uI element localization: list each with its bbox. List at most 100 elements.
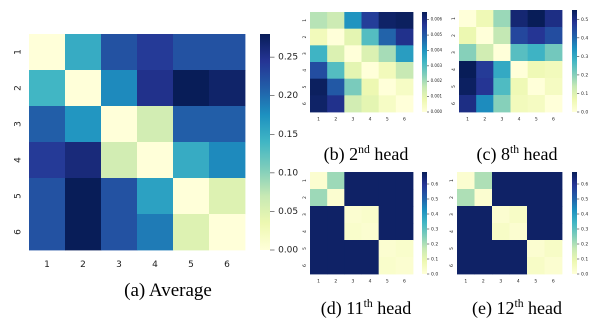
heatmap-cell-r6-c4 — [361, 257, 380, 275]
heatmap-cell-r3-c5 — [527, 206, 545, 224]
heatmap-cell-r5-c3 — [344, 240, 362, 258]
heatmap-cell-r4-c3 — [344, 223, 362, 241]
y-tick-label: 6 — [449, 264, 455, 267]
heatmap-cell-r6-c1 — [457, 257, 475, 275]
colorbar-tick-label: 0.1 — [581, 257, 588, 263]
heatmap-cell-r2-c1 — [457, 189, 475, 207]
heatmap-cell-r1-c2 — [65, 34, 102, 71]
heatmap-cell-r3-c1 — [310, 206, 328, 224]
y-tick-label: 1 — [302, 179, 308, 182]
x-tick-label: 5 — [534, 279, 537, 285]
heatmap-cell-r1-c2 — [474, 172, 493, 190]
colorbar-tick-label: 0.25 — [278, 53, 298, 63]
heatmap-cell-r2-c4 — [137, 70, 174, 107]
y-tick-label: 3 — [449, 213, 455, 216]
x-tick-label: 1 — [317, 279, 320, 285]
heatmap-cell-r5-c1 — [29, 178, 66, 215]
y-tick-label: 6 — [302, 102, 308, 105]
heatmap-cell-r4-c5 — [527, 61, 546, 79]
heatmap-cell-r2-c5 — [378, 189, 397, 207]
heatmap-cell-r1-c6 — [395, 12, 414, 30]
x-tick-label: 5 — [535, 117, 538, 123]
heatmap-cell-r6-c1 — [29, 214, 66, 251]
heatmap-cell-r4-c2 — [476, 61, 494, 79]
x-tick-label: 6 — [224, 260, 230, 270]
heatmap-cell-r4-c3 — [493, 61, 511, 79]
heatmap-cell-r5-c1 — [459, 78, 477, 96]
heatmap-cell-r6-c6 — [395, 95, 414, 113]
heatmap-cell-r1-c4 — [361, 172, 380, 190]
x-tick-label: 4 — [369, 117, 372, 123]
heatmap-cell-r2-c1 — [310, 189, 328, 207]
colorbar-tick-label: 0.001 — [431, 94, 443, 99]
heatmap-cell-r1-c6 — [544, 10, 563, 28]
colorbar-tick-label: 0.000 — [431, 109, 443, 114]
heatmap-cell-r6-c4 — [509, 257, 528, 275]
heatmap-cell-r3-c3 — [101, 106, 138, 143]
heatmap-cell-r1-c4 — [137, 34, 174, 71]
colorbar-tick-label: 0.10 — [278, 168, 298, 178]
heatmap-cell-r6-c6 — [209, 214, 246, 251]
heatmap-cell-r6-c1 — [310, 257, 328, 275]
y-tick-label: 2 — [302, 35, 308, 38]
heatmap-cell-r6-c6 — [395, 257, 414, 275]
heatmap-cell-r1-c5 — [173, 34, 210, 71]
heatmap-cell-r5-c3 — [344, 78, 362, 96]
heatmap-cell-r1-c4 — [361, 12, 380, 30]
heatmap-cell-r6-c4 — [510, 95, 529, 113]
x-tick-label: 6 — [552, 117, 555, 123]
heatmap-cell-r3-c2 — [327, 206, 345, 224]
heatmap-cell-r2-c1 — [310, 28, 328, 46]
heatmap-cell-r6-c3 — [492, 257, 510, 275]
heatmap-cell-r3-c1 — [457, 206, 475, 224]
x-tick-label: 2 — [334, 279, 337, 285]
heatmap-cell-r4-c5 — [527, 223, 545, 241]
heatmap-cell-r6-c3 — [344, 95, 362, 113]
heatmap-cell-r2-c1 — [29, 70, 66, 107]
y-tick-label: 4 — [451, 68, 457, 71]
heatmap-cell-r5-c6 — [209, 178, 246, 215]
heatmap-cell-r5-c6 — [544, 78, 563, 96]
x-tick-label: 5 — [386, 279, 389, 285]
x-tick-label: 5 — [386, 117, 389, 123]
x-tick-label: 2 — [334, 117, 337, 123]
colorbar-tick-label: 0.2 — [431, 242, 438, 248]
heatmap-cell-r2-c4 — [361, 28, 380, 46]
colorbar-tick-label: 0.4 — [581, 35, 588, 41]
heatmap-cell-r1-c1 — [457, 172, 475, 190]
x-tick-label: 4 — [518, 117, 521, 123]
heatmap-cell-r3-c1 — [459, 44, 477, 62]
heatmap-cell-r3-c2 — [65, 106, 102, 143]
heatmap-cell-r1-c3 — [344, 12, 362, 30]
heatmap-cell-r1-c6 — [395, 172, 414, 190]
heatmap-cell-r1-c6 — [209, 34, 246, 71]
heatmap-cell-r4-c6 — [209, 142, 246, 179]
heatmap-cell-r5-c4 — [509, 240, 528, 258]
heatmap-cell-r4-c2 — [474, 223, 493, 241]
heatmap-cell-r5-c1 — [310, 240, 328, 258]
heatmap-cell-r2-c5 — [527, 189, 545, 207]
x-tick-label: 2 — [80, 260, 86, 270]
heatmap-cell-r3-c4 — [361, 45, 380, 63]
y-tick-label: 4 — [302, 230, 308, 233]
panel-caption: (b) 2nd head — [324, 143, 409, 165]
heatmap-cell-r5-c3 — [492, 240, 510, 258]
colorbar-tick-label: 0.3 — [431, 227, 438, 233]
y-tick-label: 6 — [451, 102, 457, 105]
heatmap-cell-r4-c5 — [378, 223, 397, 241]
heatmap-cell-r4-c4 — [510, 61, 529, 79]
y-tick-label: 5 — [451, 85, 457, 88]
colorbar-tick-label: 0.2 — [581, 72, 588, 78]
heatmap-cell-r6-c6 — [544, 257, 563, 275]
heatmap-cell-r4-c6 — [544, 223, 563, 241]
heatmap-cell-r1-c4 — [510, 10, 529, 28]
heatmap-cell-r6-c2 — [476, 95, 494, 113]
heatmap-cell-r1-c6 — [544, 172, 563, 190]
x-tick-label: 3 — [116, 260, 122, 270]
heatmap-cell-r5-c2 — [474, 240, 493, 258]
x-tick-label: 6 — [403, 279, 406, 285]
heatmap-cell-r2-c2 — [474, 189, 493, 207]
heatmap-cell-r2-c2 — [476, 27, 494, 45]
y-tick-label: 1 — [302, 19, 308, 22]
y-tick-label: 2 — [302, 196, 308, 199]
